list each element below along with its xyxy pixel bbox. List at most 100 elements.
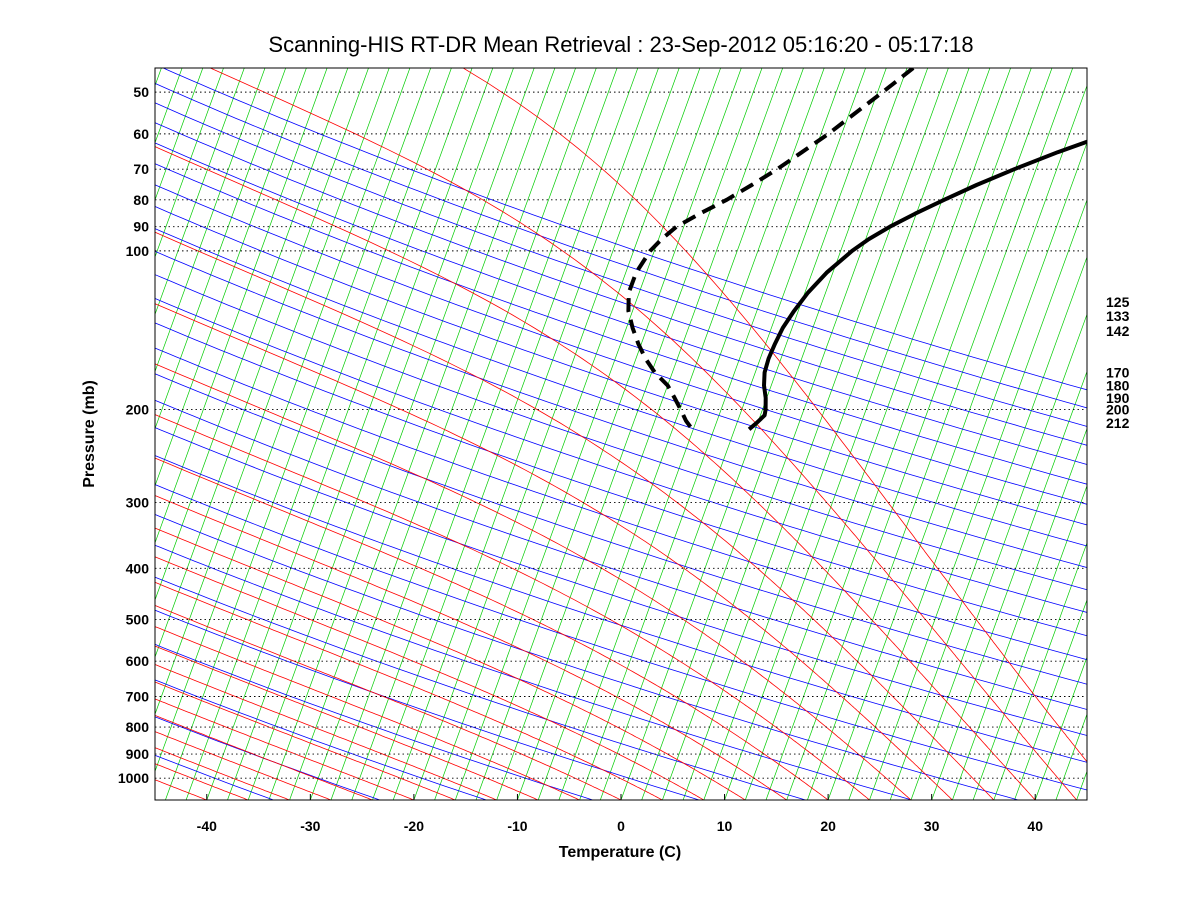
x-tick-label: -20 — [404, 818, 424, 834]
isotherm-line — [1139, 68, 1200, 800]
isotherm-line — [620, 68, 887, 800]
isotherm-line — [1014, 598, 1087, 800]
isotherm-line — [0, 68, 120, 800]
isotherm-line — [155, 68, 349, 601]
isotherm-line — [155, 68, 204, 201]
pressure-grid — [155, 91, 1087, 779]
right-pressure-label: 190 — [1106, 390, 1130, 406]
isotherm-line — [724, 68, 991, 800]
isotherm-line — [206, 68, 473, 800]
isotherm-line — [155, 68, 369, 659]
moist-adiabat-line — [155, 698, 415, 800]
dry-adiabat-line — [162, 68, 1087, 391]
y-tick-label: 60 — [133, 126, 149, 142]
x-tick-label: 20 — [820, 818, 836, 834]
isotherm-line — [413, 68, 680, 800]
y-tick-label: 90 — [133, 219, 149, 235]
right-pressure-label: 125 — [1106, 294, 1130, 310]
isotherm-line — [155, 68, 287, 430]
moist-adiabat-line — [209, 68, 1077, 800]
isotherm-line — [910, 313, 1087, 800]
moist-adiabat-line — [155, 645, 539, 800]
y-tick-label: 600 — [126, 653, 150, 669]
moist-adiabat-line — [155, 363, 912, 800]
isotherm-line — [744, 68, 1011, 800]
y-tick-label: 80 — [133, 192, 149, 208]
y-tick-label: 500 — [126, 611, 150, 627]
isotherm-line — [155, 68, 307, 487]
x-tick-label: 0 — [617, 818, 625, 834]
x-tick-label: 30 — [924, 818, 940, 834]
isotherm-line — [0, 68, 141, 800]
moist-adiabat-line — [155, 731, 332, 800]
x-tick-label: -40 — [197, 818, 217, 834]
isotherm-line — [392, 68, 659, 800]
moist-adiabat-line — [155, 681, 456, 800]
y-tick-label: 100 — [126, 243, 150, 259]
x-axis-label: Temperature (C) — [559, 844, 681, 861]
moist-adiabat-line — [155, 146, 1036, 800]
dry-adiabat-line — [155, 297, 1087, 613]
isotherm-line — [330, 68, 597, 800]
x-tick-label: -30 — [300, 818, 320, 834]
dry-adiabat-line — [155, 643, 593, 800]
moist-adiabat-line — [155, 747, 290, 800]
dry-adiabat-line — [155, 576, 806, 800]
x-axis-ticks: -40 -30 -20 -10 0 10 20 30 40 — [197, 794, 1043, 834]
dry-adiabat-line — [155, 513, 1019, 800]
isotherm-line — [1118, 68, 1200, 800]
y-tick-label: 70 — [133, 161, 149, 177]
y-tick-label: 1000 — [118, 770, 149, 786]
dewpoint-profile-line — [626, 68, 915, 431]
y-tick-label: 200 — [126, 402, 150, 418]
moist-adiabat-line — [155, 527, 746, 800]
x-tick-label: 10 — [717, 818, 733, 834]
isotherm-line — [268, 68, 535, 800]
right-pressure-label: 212 — [1106, 415, 1130, 431]
isotherm-line — [765, 68, 1032, 800]
isotherm-line — [517, 68, 784, 800]
dry-adiabat-line — [155, 484, 1087, 791]
temperature-profile-line — [747, 139, 1087, 431]
moist-adiabat-line — [155, 495, 787, 800]
dry-adiabat-line — [155, 399, 1087, 710]
moist-adiabat-line — [462, 68, 1087, 763]
moist-adiabat-line — [155, 303, 953, 800]
isotherm-line — [0, 68, 37, 800]
y-tick-label: 50 — [133, 84, 149, 100]
isotherm-line — [1034, 656, 1087, 800]
background-lines — [0, 68, 1200, 800]
plot-frame — [154, 67, 1088, 801]
isotherm-line — [227, 68, 494, 800]
dry-adiabat-line — [155, 455, 1087, 763]
moist-adiabat-line — [155, 231, 995, 800]
y-axis-label: Pressure (mb) — [81, 380, 98, 488]
isotherm-line — [993, 541, 1087, 800]
moist-adiabat-line — [155, 414, 870, 800]
isotherm-line — [155, 68, 411, 773]
moist-adiabat-line — [155, 604, 622, 800]
isotherm-line — [309, 68, 576, 800]
dry-adiabat-line — [155, 347, 1087, 661]
dry-adiabat-line — [155, 250, 1087, 569]
dry-adiabat-line — [155, 274, 1087, 591]
isotherm-line — [0, 68, 58, 800]
x-tick-label: -10 — [507, 818, 527, 834]
dry-adiabat-line — [155, 122, 1087, 446]
dry-adiabat-line — [155, 82, 1087, 409]
dry-adiabat-line — [155, 228, 1087, 547]
dry-adiabat-line — [155, 609, 700, 800]
isotherm-line — [155, 68, 224, 259]
moist-adiabat-line — [155, 556, 704, 800]
moist-adiabat-line — [155, 626, 580, 800]
isotherm-line — [537, 68, 804, 800]
isotherm-line — [827, 84, 1087, 800]
dry-adiabat-line — [155, 427, 1087, 736]
moist-adiabat-line — [155, 714, 373, 800]
isotherm-line — [155, 68, 266, 373]
moist-adiabat-line — [155, 779, 207, 800]
dry-adiabat-line — [155, 142, 1087, 465]
isotherm-line — [0, 68, 79, 800]
